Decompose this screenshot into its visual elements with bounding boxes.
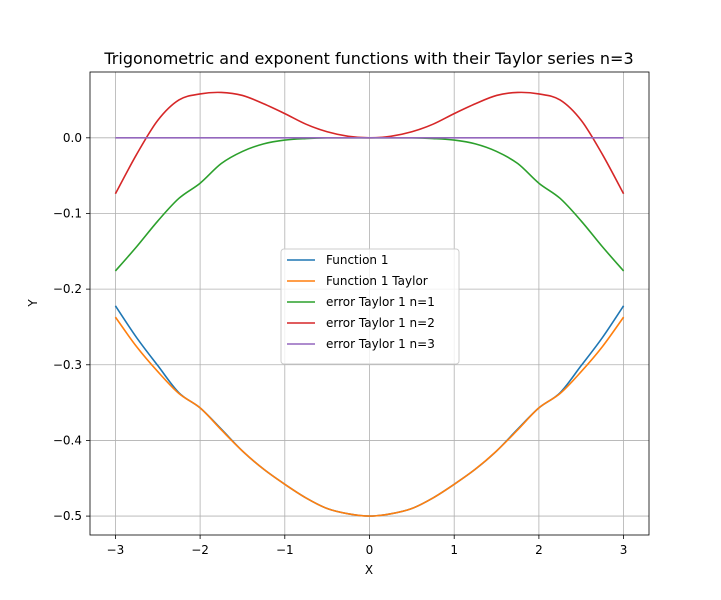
y-tick-label: −0.5 (53, 509, 82, 523)
y-tick-label: −0.3 (53, 358, 82, 372)
legend-box (280, 248, 460, 365)
chart-title: Trigonometric and exponent functions wit… (103, 49, 633, 68)
x-tick-label: 1 (450, 543, 458, 557)
y-tick-label: 0.0 (63, 131, 82, 145)
legend-label: error Taylor 1 n=2 (326, 316, 435, 330)
legend-label: Function 1 (326, 253, 389, 267)
legend: Function 1 Function 1 Taylor error Taylor … (280, 248, 460, 365)
x-tick-label: −3 (107, 543, 125, 557)
legend-label: Function 1 Taylor (326, 274, 428, 288)
y-tick-label: −0.2 (53, 282, 82, 296)
series-line-2 (114, 316, 625, 517)
x-tick-label: 0 (366, 543, 374, 557)
x-axis: −3 −2 −1 0 1 2 3 (107, 535, 628, 557)
x-tick-label: 2 (535, 543, 543, 557)
x-tick-label: 3 (620, 543, 628, 557)
x-tick-label: −1 (276, 543, 294, 557)
series-layer (114, 91, 625, 517)
y-tick-label: −0.1 (53, 206, 82, 220)
y-axis: 0.0 −0.1 −0.2 −0.3 −0.4 −0.5 (53, 131, 90, 523)
x-axis-label: X (365, 563, 373, 577)
y-axis-label: Y (26, 299, 40, 308)
legend-label: error Taylor 1 n=3 (326, 337, 435, 351)
x-tick-label: −2 (191, 543, 209, 557)
legend-label: error Taylor 1 n=1 (326, 295, 435, 309)
y-tick-label: −0.4 (53, 433, 82, 447)
